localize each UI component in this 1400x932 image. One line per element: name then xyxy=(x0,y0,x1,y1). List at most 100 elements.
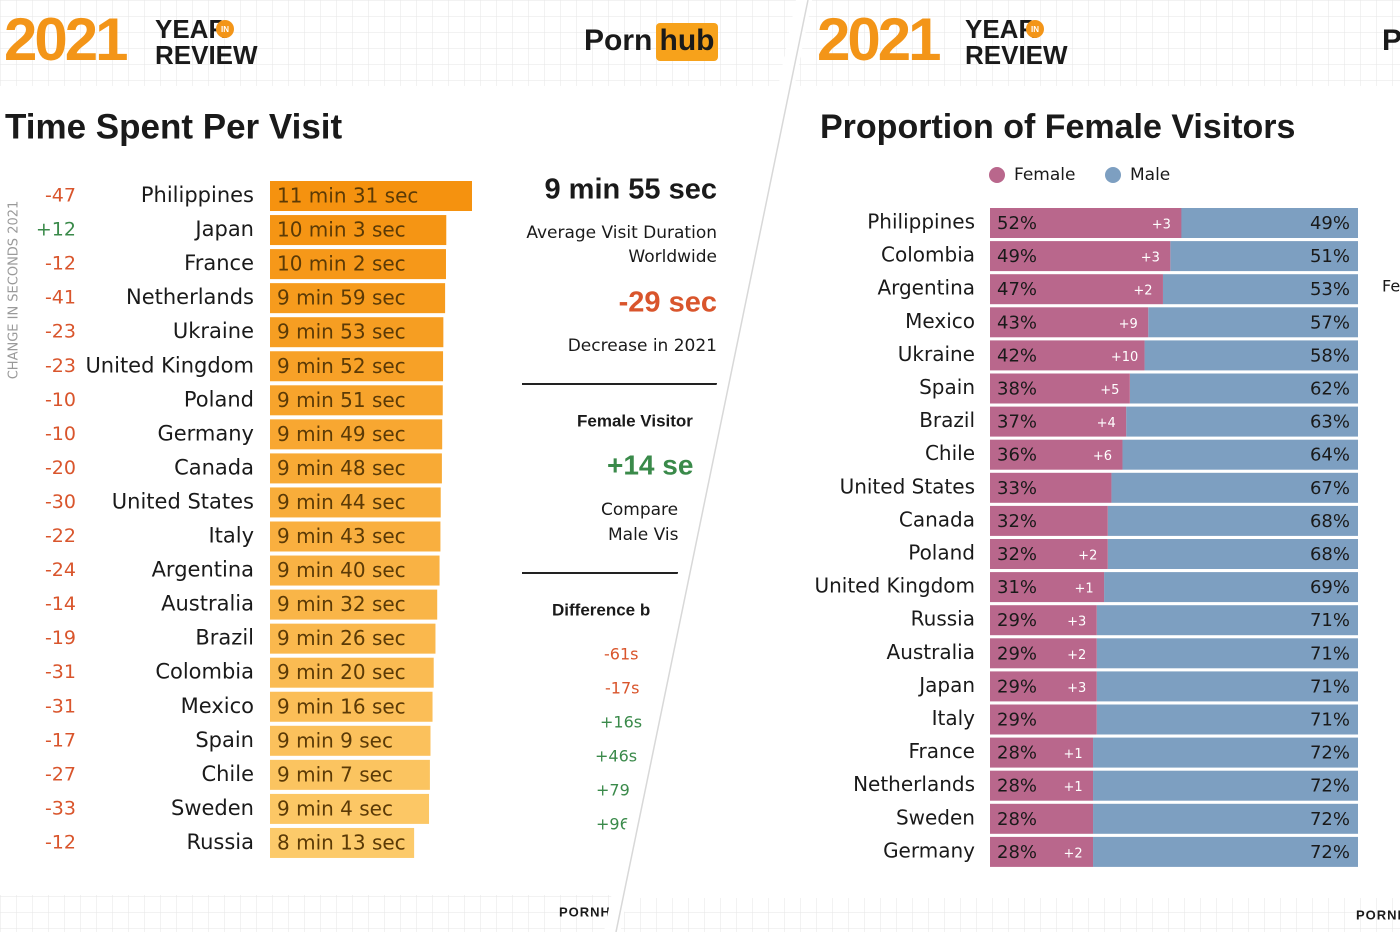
value-label: 47% xyxy=(997,279,1037,300)
change-label: +4 xyxy=(1097,416,1116,431)
left-panel: 2021 YEAR IN REVIEW Porn hub Time Spent … xyxy=(0,0,796,932)
category-label: Sweden xyxy=(896,805,975,829)
bar-male xyxy=(1096,704,1358,735)
legend-swatch xyxy=(1105,167,1121,183)
category-label: France xyxy=(184,251,254,275)
category-label: Poland xyxy=(184,387,254,411)
value-label: 63% xyxy=(1310,412,1350,433)
stat-caption: Worldwide xyxy=(628,247,717,267)
category-label: United Kingdom xyxy=(85,353,254,377)
value-label: 9 min 7 sec xyxy=(277,762,393,786)
brand: Porn xyxy=(584,24,652,57)
value-label: 57% xyxy=(1310,312,1350,333)
category-label: United Kingdom xyxy=(814,574,975,598)
value-label: 38% xyxy=(997,379,1037,400)
change-label: +2 xyxy=(1133,284,1152,299)
chart-title: Proportion of Female Visitors xyxy=(820,108,1295,146)
bar-female xyxy=(990,572,1105,603)
brand-box xyxy=(656,23,718,61)
bar-female xyxy=(990,638,1097,669)
category-label: Italy xyxy=(208,524,254,548)
bar xyxy=(270,521,441,552)
badge xyxy=(216,20,234,38)
change-label: -31 xyxy=(45,695,76,717)
bar-female xyxy=(990,340,1145,371)
bar-female xyxy=(990,307,1149,338)
change-label: +6 xyxy=(1093,449,1112,464)
change-label: +9 xyxy=(1119,317,1138,332)
value-label: 9 min 20 sec xyxy=(277,660,406,684)
difference: +96 xyxy=(596,815,630,834)
year: 2021 xyxy=(817,6,940,73)
legend-swatch xyxy=(989,167,1005,183)
category-label: Colombia xyxy=(881,243,975,267)
value-label: 32% xyxy=(997,511,1037,532)
stat-caption: Compare xyxy=(601,500,678,520)
value-label: 72% xyxy=(1310,776,1350,797)
value-label: 28% xyxy=(997,842,1037,863)
category-label: Colombia xyxy=(155,660,254,684)
change-label: +2 xyxy=(1063,846,1082,861)
bar xyxy=(270,555,440,586)
bar xyxy=(270,215,447,246)
value-label: 33% xyxy=(997,478,1037,499)
category-label: Mexico xyxy=(181,694,254,718)
bar-male xyxy=(1096,605,1358,636)
value-label: 68% xyxy=(1310,544,1350,565)
bar-female xyxy=(990,803,1094,834)
bar xyxy=(270,385,443,416)
value-label: 71% xyxy=(1310,610,1350,631)
value-label: 10 min 3 sec xyxy=(277,218,406,242)
value-label: 58% xyxy=(1310,345,1350,366)
value-label: 51% xyxy=(1310,246,1350,267)
category-label: Japan xyxy=(193,217,254,241)
value-label: 9 min 43 sec xyxy=(277,524,406,548)
category-label: Brazil xyxy=(919,408,975,432)
change-label: +2 xyxy=(1078,549,1097,564)
bar-male xyxy=(1107,505,1358,536)
legend-label: Male xyxy=(1130,165,1170,185)
category-label: France xyxy=(908,739,975,763)
value-label: 9 min 32 sec xyxy=(277,592,406,616)
bar xyxy=(270,827,415,858)
value-label: 9 min 40 sec xyxy=(277,558,406,582)
bar-male xyxy=(1093,737,1358,768)
value-label: 28% xyxy=(997,743,1037,764)
bar-male xyxy=(1093,770,1358,801)
badge-text: IN xyxy=(1031,25,1039,34)
value-label: 9 min 9 sec xyxy=(277,728,393,752)
bar-male xyxy=(1096,671,1358,702)
value-label: 10 min 2 sec xyxy=(277,252,406,276)
value-label: 9 min 51 sec xyxy=(277,388,406,412)
value-label: 64% xyxy=(1310,445,1350,466)
change-label: +2 xyxy=(1067,648,1086,663)
bar xyxy=(270,657,434,688)
value-label: 71% xyxy=(1310,676,1350,697)
bar-male xyxy=(1111,472,1358,503)
value-label: 9 min 16 sec xyxy=(277,694,406,718)
badge-text: IN xyxy=(221,25,229,34)
footer-brand: PORNH xyxy=(1356,907,1400,922)
difference: -17s xyxy=(605,679,639,698)
difference: -61s xyxy=(604,645,638,664)
value-label: 71% xyxy=(1310,710,1350,731)
category-label: Canada xyxy=(174,455,254,479)
side-fragment: Fe xyxy=(1382,277,1400,296)
stat-heading: Difference b xyxy=(552,600,650,619)
review-label: REVIEW xyxy=(155,40,258,70)
change-label: +3 xyxy=(1152,218,1171,233)
value-label: 32% xyxy=(997,544,1037,565)
bar-male xyxy=(1170,241,1358,272)
value-label: 9 min 52 sec xyxy=(277,354,406,378)
bar-male xyxy=(1096,638,1358,669)
bar xyxy=(270,283,446,314)
bar-female xyxy=(990,505,1108,536)
bar-male xyxy=(1104,572,1358,603)
change-label: +10 xyxy=(1111,350,1138,365)
right-panel: 2021 YEAR IN REVIEW P Proportion of Fema… xyxy=(620,0,1400,932)
change-label: +12 xyxy=(36,219,76,241)
category-label: Italy xyxy=(932,706,976,730)
difference: +79 xyxy=(596,781,630,800)
value-label: 8 min 13 sec xyxy=(277,830,406,854)
change-label: -20 xyxy=(45,457,76,479)
